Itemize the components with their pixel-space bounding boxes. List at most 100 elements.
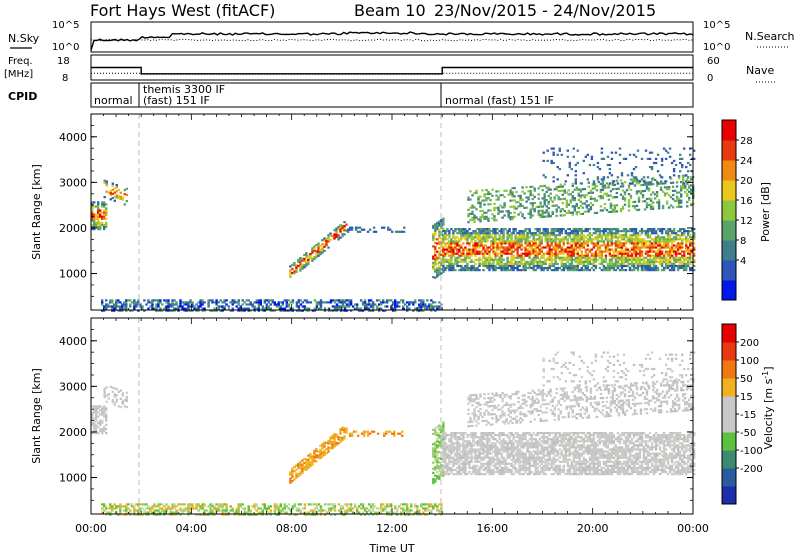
echo-cell (632, 269, 636, 272)
echo-cell (434, 429, 437, 432)
echo-cell (341, 232, 344, 236)
echo-cell (630, 172, 634, 175)
echo-cell (105, 303, 108, 306)
echo-cell (374, 230, 378, 233)
echo-cell (456, 232, 459, 235)
echo-cell (436, 258, 439, 261)
echo-cell (636, 248, 640, 251)
echo-cell (249, 509, 252, 512)
echo-cell (575, 213, 578, 216)
echo-cell (446, 446, 449, 449)
echo-cell (591, 203, 595, 207)
echo-cell (618, 242, 622, 245)
echo-cell (508, 234, 511, 237)
echo-cell (580, 269, 583, 272)
echo-cell (654, 266, 658, 270)
echo-cell (362, 430, 366, 433)
echo-cell (307, 454, 310, 457)
echo-cell (197, 301, 200, 304)
echo-cell (528, 266, 531, 270)
echo-cell (448, 468, 451, 472)
echo-cell (689, 244, 692, 247)
echo-cell (480, 252, 483, 255)
echo-cell (544, 236, 547, 239)
echo-cell (500, 260, 503, 263)
echo-cell (221, 305, 224, 308)
echo-cell (195, 507, 198, 510)
echo-cell (297, 307, 301, 310)
echo-cell (406, 305, 409, 308)
echo-cell (540, 264, 543, 268)
echo-cell (631, 180, 635, 183)
echo-cell (534, 258, 537, 261)
echo-cell (448, 246, 451, 249)
echo-cell (561, 185, 564, 188)
echo-cell (313, 309, 317, 312)
echo-cell (507, 212, 510, 215)
echo-cell (681, 157, 684, 160)
echo-cell (688, 196, 691, 200)
echo-cell (574, 170, 577, 173)
echo-cell (546, 242, 549, 245)
echo-cell (687, 238, 690, 241)
echo-cell (594, 264, 598, 268)
echo-cell (472, 266, 475, 270)
echo-cell (115, 394, 118, 397)
echo-cell (321, 301, 325, 304)
echo-cell (493, 206, 496, 210)
echo-cell (434, 268, 437, 271)
echo-cell (563, 183, 566, 186)
echo-cell (689, 242, 692, 245)
echo-cell (111, 505, 114, 508)
echo-cell (550, 244, 553, 247)
echo-cell (309, 513, 313, 516)
echo-cell (584, 242, 587, 245)
echo-cell (273, 509, 276, 512)
echo-cell (685, 180, 688, 183)
echo-cell (456, 462, 459, 465)
echo-cell (595, 199, 599, 202)
echo-cell (329, 438, 332, 441)
echo-cell (434, 441, 437, 444)
echo-cell (628, 258, 632, 261)
echo-cell (398, 505, 401, 508)
echo-cell (476, 252, 479, 255)
echo-cell (295, 264, 298, 267)
echo-cell (512, 264, 515, 268)
echo-cell (171, 503, 174, 506)
echo-cell (595, 211, 599, 214)
echo-cell (550, 256, 553, 259)
echo-cell (299, 467, 302, 470)
echo-cell (277, 507, 280, 510)
echo-cell (626, 174, 630, 177)
echo-cell (311, 459, 314, 462)
echo-cell (436, 242, 439, 245)
echo-cell (608, 252, 612, 255)
echo-cell (602, 250, 606, 253)
echo-cell (117, 188, 120, 191)
echo-cell (484, 238, 487, 241)
echo-cell (638, 264, 642, 268)
echo-cell (515, 207, 518, 210)
echo-cell (564, 238, 567, 241)
echo-cell (103, 215, 106, 218)
echo-cell (532, 240, 535, 243)
echo-cell (297, 260, 300, 263)
echo-cell (644, 246, 648, 249)
echo-cell (670, 244, 674, 247)
echo-cell (544, 262, 547, 265)
echo-cell (573, 199, 576, 202)
echo-cell (157, 509, 160, 512)
echo-cell (693, 242, 696, 245)
echo-cell (438, 469, 441, 472)
echo-cell (685, 262, 688, 265)
echo-cell (173, 505, 176, 508)
echo-cell (533, 189, 536, 192)
echo-cell (479, 201, 482, 204)
echo-cell (672, 260, 676, 263)
echo-cell (592, 262, 596, 265)
echo-cell (438, 436, 441, 439)
echo-cell (674, 234, 678, 237)
echo-cell (476, 266, 479, 270)
echo-cell (679, 238, 682, 241)
